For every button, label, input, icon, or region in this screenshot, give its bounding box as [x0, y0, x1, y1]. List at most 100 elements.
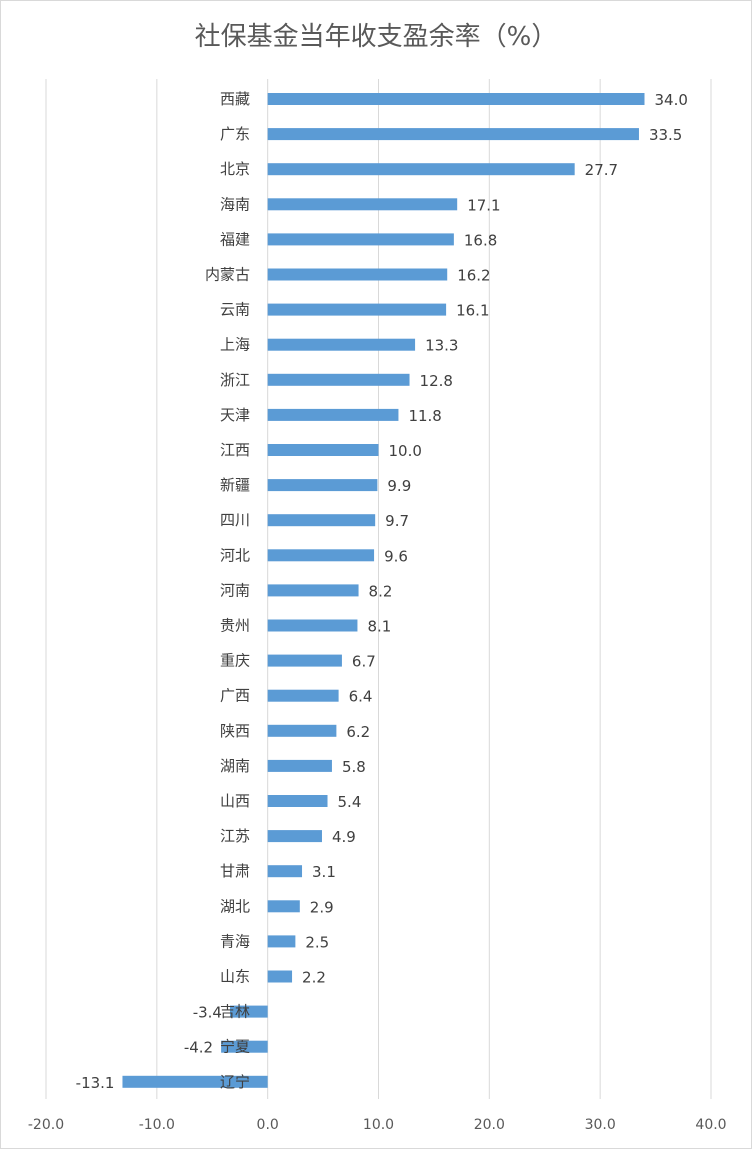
category-label: 广东 [220, 125, 250, 143]
category-label: 海南 [220, 195, 250, 213]
data-label: 16.2 [457, 267, 490, 285]
category-label: 江苏 [220, 827, 250, 845]
bar [267, 584, 359, 597]
category-label: 上海 [220, 336, 250, 354]
bar [229, 1005, 268, 1018]
bar [122, 1075, 268, 1088]
category-label: 山东 [220, 968, 250, 986]
bar [267, 830, 322, 843]
data-label: 8.2 [369, 582, 393, 600]
x-tick-label: 20.0 [474, 1117, 505, 1133]
data-label: 2.9 [310, 898, 334, 916]
data-label: 9.9 [387, 477, 411, 495]
value-labels: 34.0 33.5 27.7 17.1 16.8 16.2 16.1 13.3 12.8 11.8… [76, 91, 688, 1092]
x-tick-label: 30.0 [585, 1117, 616, 1133]
bar [267, 338, 416, 351]
bar [221, 1040, 268, 1053]
bar [267, 654, 342, 667]
category-label: 青海 [220, 932, 250, 950]
data-label: 2.5 [305, 933, 329, 951]
data-label: 16.1 [456, 302, 489, 320]
data-label: 4.9 [332, 828, 356, 846]
bar [267, 268, 448, 281]
bar [267, 970, 293, 983]
category-label: 重庆 [220, 652, 250, 670]
bar [267, 444, 379, 456]
x-tick-label: 10.0 [363, 1117, 394, 1133]
x-tick-label: -10.0 [139, 1117, 175, 1133]
data-label: 6.4 [349, 688, 373, 706]
bar [267, 163, 575, 176]
bar [267, 233, 454, 246]
data-label: 6.2 [346, 723, 370, 741]
bar [267, 514, 376, 527]
data-label: 12.8 [420, 372, 453, 390]
data-label: 11.8 [408, 407, 441, 425]
category-label: 山西 [220, 792, 250, 810]
category-label: 河北 [220, 546, 250, 564]
category-label: 湖南 [220, 757, 250, 775]
bar [267, 900, 300, 913]
x-tick-label: 40.0 [695, 1117, 726, 1133]
category-label: 四川 [220, 511, 250, 529]
data-label: -4.2 [184, 1039, 213, 1057]
bar [267, 795, 328, 807]
category-label: 福建 [220, 230, 250, 248]
bar [267, 689, 339, 702]
category-label: 北京 [220, 160, 250, 178]
category-label: 天津 [220, 406, 250, 424]
bar [267, 935, 296, 948]
bar [267, 303, 447, 316]
bar [267, 865, 303, 878]
category-label: 甘肃 [220, 862, 250, 880]
bar [267, 549, 375, 562]
category-label: 云南 [220, 301, 250, 319]
bar [267, 724, 337, 737]
category-label: 湖北 [220, 897, 250, 915]
data-label: 2.2 [302, 969, 326, 987]
data-label: 34.0 [655, 91, 688, 109]
category-label: 浙江 [220, 371, 250, 389]
category-label: 广西 [220, 687, 250, 705]
bar [267, 619, 358, 632]
data-label: 5.4 [338, 793, 362, 811]
category-label: 内蒙古 [205, 266, 250, 284]
bar [267, 479, 378, 492]
data-label: 10.0 [389, 442, 422, 460]
category-label: 吉林 [220, 1003, 250, 1021]
data-label: 3.1 [312, 863, 336, 881]
category-labels: 西藏广东北京海南福建内蒙古云南上海浙江天津江西新疆四川河北河南贵州重庆广西陕西湖… [205, 90, 250, 1091]
category-label: 江西 [220, 441, 250, 459]
bar [267, 128, 639, 141]
bar [267, 408, 399, 421]
data-label: 17.1 [467, 196, 500, 214]
chart-title: 社保基金当年收支盈余率（%） [195, 22, 558, 52]
bar [267, 93, 645, 105]
bar [267, 198, 458, 211]
data-label: 16.8 [464, 231, 497, 249]
x-tick-label: 0.0 [257, 1117, 279, 1133]
data-label: -13.1 [76, 1074, 115, 1092]
category-label: 河南 [220, 581, 250, 599]
category-label: 辽宁 [220, 1073, 250, 1091]
data-label: 9.7 [385, 512, 409, 530]
category-label: 宁夏 [220, 1038, 250, 1056]
data-label: 9.6 [384, 547, 408, 565]
category-label: 陕西 [220, 722, 250, 740]
x-tick-label: -20.0 [28, 1117, 64, 1133]
data-label: 8.1 [367, 618, 391, 636]
category-label: 贵州 [220, 617, 250, 635]
data-label: 27.7 [585, 161, 618, 179]
x-axis-ticks: -20.0 -10.0 0.0 10.0 20.0 30.0 40.0 [28, 1117, 727, 1133]
bars [122, 93, 645, 1088]
bar [267, 759, 332, 772]
data-label: 33.5 [649, 126, 682, 144]
data-label: 5.8 [342, 758, 366, 776]
data-label: 6.7 [352, 653, 376, 671]
data-label: 13.3 [425, 337, 458, 355]
bar [267, 373, 410, 386]
category-label: 西藏 [220, 90, 250, 108]
category-label: 新疆 [220, 476, 250, 494]
